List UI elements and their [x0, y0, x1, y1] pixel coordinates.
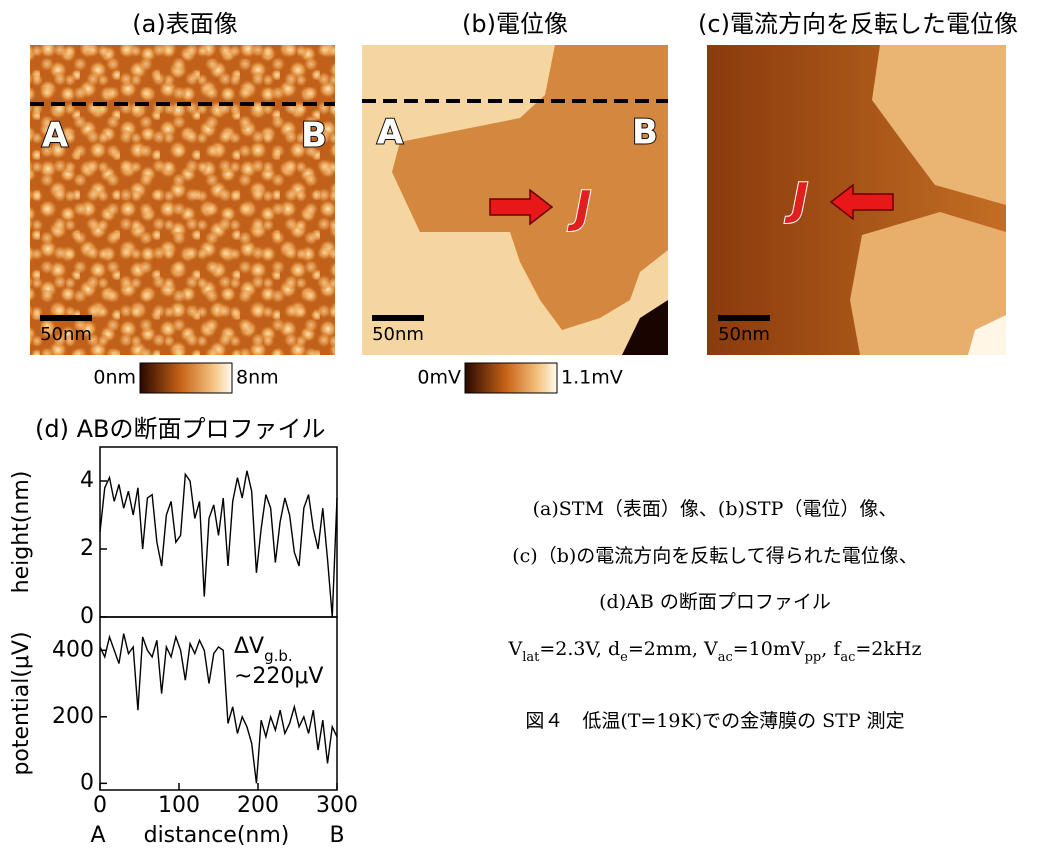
y-tick-label: 0 [80, 604, 94, 629]
colorbar-max: 1.1mV [561, 367, 623, 389]
y-tick-label: 2 [80, 536, 94, 561]
y-tick-label: 400 [52, 637, 94, 662]
text-part: =2kHz [855, 638, 921, 660]
caption-line: (a)STM（表面）像、(b)STP（電位）像、 [533, 498, 898, 520]
subscript: ac [840, 650, 855, 665]
figure-caption: 図４ 低温(T=19K)での金薄膜の STP 測定 [525, 710, 904, 732]
x-tick-label: 100 [158, 793, 200, 818]
point-label: A [377, 113, 404, 153]
annotation-value: ~220μV [234, 664, 323, 689]
colorbar [140, 363, 232, 393]
profile-title: (d) ABの断面プロファイル [35, 415, 325, 443]
point-label: B [632, 113, 658, 153]
text-part: =2mm, V [628, 638, 718, 660]
panel-title: (a)表面像 [132, 10, 237, 38]
y-tick-label: 0 [80, 770, 94, 795]
profile-line [100, 471, 337, 617]
stm-image [30, 45, 335, 355]
subscript: pp [805, 650, 822, 665]
colorbar-min: 0nm [93, 367, 136, 389]
plot-frame [100, 617, 337, 790]
x-tick-label: 300 [316, 793, 358, 818]
caption-line: (c)（b)の電流方向を反転して得られた電位像、 [512, 545, 917, 567]
y-axis-label: height(nm) [9, 471, 34, 594]
scale-bar [718, 315, 770, 321]
scale-bar [40, 315, 92, 321]
y-tick-label: 4 [80, 468, 94, 493]
annotation: ΔVg.b. [234, 634, 293, 665]
profile-plots: 0 2 4 height(nm) 0 200 400 0 100 200 300 potential(… [9, 447, 358, 848]
y-axis-label: potential(μV) [9, 631, 34, 775]
caption-parameters: Vlat=2.3V, de=2mm, Vac=10mVpp, fac=2kHz [508, 638, 922, 665]
y-tick-label: 200 [52, 704, 94, 729]
x-axis-label: distance(nm) [144, 823, 290, 848]
page: (a)表面像 A B 50nm 0nm 8nm (b)電位像 A B J 50n… [0, 0, 1044, 852]
x-end-label: B [329, 823, 344, 848]
annotation-symbol: ΔV [234, 634, 264, 659]
scale-label: 50nm [40, 324, 92, 345]
colorbar-min: 0mV [417, 367, 461, 389]
panel-title: (c)電流方向を反転した電位像 [698, 10, 1018, 38]
scale-label: 50nm [372, 324, 424, 345]
subscript: lat [522, 650, 540, 665]
x-tick-label: 0 [93, 793, 107, 818]
point-label: A [42, 116, 69, 156]
caption-line: (d)AB の断面プロファイル [599, 591, 831, 613]
x-tick-label: 200 [237, 793, 279, 818]
subscript: ac [718, 650, 733, 665]
text-part: =10mV [733, 638, 805, 660]
profile-line [100, 634, 337, 784]
colorbar [465, 363, 557, 393]
panel-title: (b)電位像 [462, 10, 568, 38]
figure: (a)表面像 A B 50nm 0nm 8nm (b)電位像 A B J 50n… [0, 0, 1044, 852]
point-label: B [301, 116, 327, 156]
text-part: V [508, 638, 523, 660]
colorbar-max: 8nm [236, 367, 279, 389]
scale-bar [372, 315, 424, 321]
text-part: , f [821, 638, 842, 660]
annotation-subscript: g.b. [264, 647, 293, 665]
text-part: =2.3V, d [539, 638, 620, 660]
x-end-label: A [90, 823, 105, 848]
scale-label: 50nm [718, 324, 770, 345]
